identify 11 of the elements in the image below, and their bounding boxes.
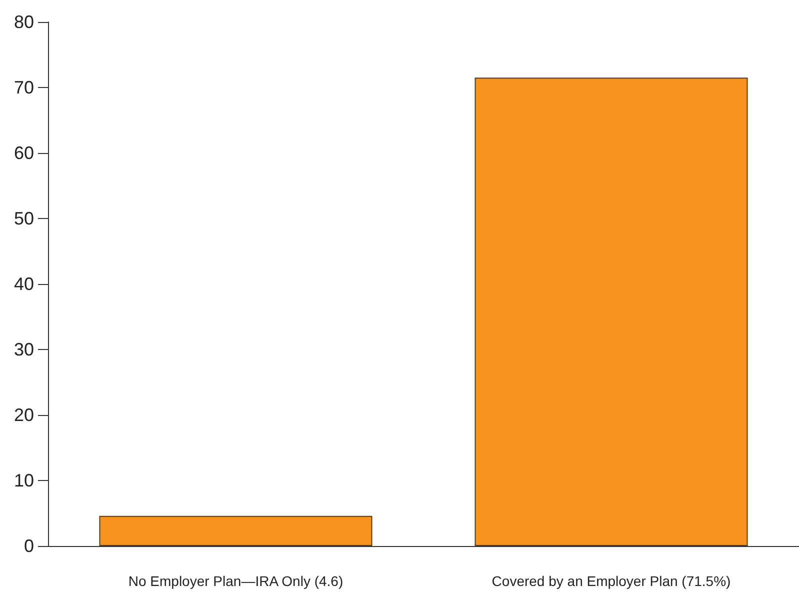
y-tick-label: 60	[14, 143, 34, 163]
x-tick-label: Covered by an Employer Plan (71.5%)	[492, 573, 731, 589]
y-tick-label: 20	[14, 405, 34, 425]
x-tick-label: No Employer Plan—IRA Only (4.6)	[128, 573, 344, 589]
y-tick-label: 80	[14, 12, 34, 32]
y-tick-label: 50	[14, 208, 34, 228]
y-tick-label: 10	[14, 470, 34, 490]
y-tick-label: 0	[24, 536, 34, 556]
y-tick-label: 40	[14, 274, 34, 294]
y-tick-label: 30	[14, 340, 34, 360]
y-tick-label: 70	[14, 78, 34, 98]
